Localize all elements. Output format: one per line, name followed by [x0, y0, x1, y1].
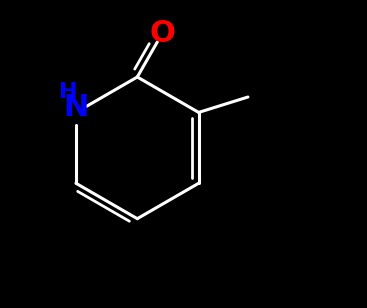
Text: N: N [63, 93, 89, 122]
Text: H: H [59, 83, 77, 102]
Text: O: O [149, 19, 175, 48]
